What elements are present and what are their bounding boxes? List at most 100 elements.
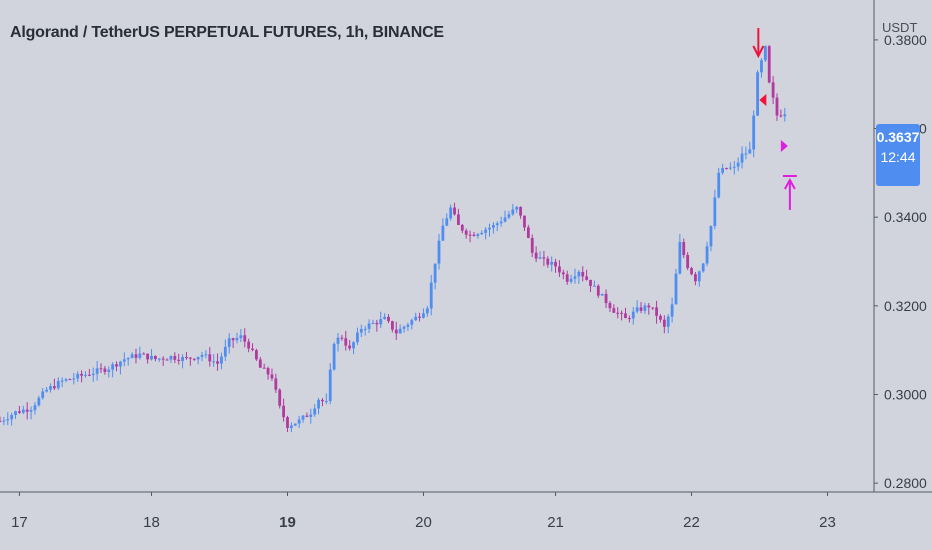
candle-body [538,257,542,259]
candle [68,378,72,381]
candle-body [398,328,402,334]
candle [247,338,251,353]
candle [499,216,503,227]
candle [744,146,748,160]
candle-body [523,215,526,228]
candle-body [624,313,627,319]
candle-body [472,234,476,236]
candle-body [779,115,783,117]
candle-body [301,415,305,420]
y-tick-label: 0.3200 [884,298,927,314]
last-price-value: 0.3637 [876,129,920,145]
candle-body [33,405,37,411]
candle-body [573,276,577,279]
candle-body [480,232,484,235]
candle [495,221,499,232]
candle-body [45,389,49,392]
candle [666,314,670,334]
candle [293,423,297,427]
candle [655,300,658,324]
candle-body [0,421,2,423]
candle [445,213,449,227]
candle [324,393,328,405]
candle-body [52,386,56,389]
candle [0,416,2,423]
candle [581,266,585,282]
candle-body [491,224,495,228]
candle [33,401,37,415]
candle-body [305,415,309,417]
candle-body [115,364,118,367]
candle-body [324,400,328,402]
candle-body [336,337,340,344]
candle-body [608,303,612,309]
candle-body [328,369,332,401]
buy-flag-icon [780,140,788,152]
candle-body [616,312,620,314]
candle [266,366,270,380]
candle [441,218,445,241]
candle-body [37,397,41,406]
candle [488,223,491,237]
candle-body [375,322,379,325]
candle-body [309,414,313,417]
candle [41,387,45,400]
candle [546,256,550,268]
candle-body [293,423,297,426]
candle-body [740,153,744,163]
candle [169,355,173,363]
candle [84,371,87,378]
candle-body [425,308,429,314]
candle-body [169,356,173,360]
candle-body [6,419,10,421]
candle [756,70,759,116]
candle [37,395,41,407]
candle-body [91,373,95,376]
candle [472,231,476,237]
candle-body [60,380,64,382]
candle-body [495,223,499,225]
x-tick-label: 18 [143,514,160,531]
candle [49,383,52,393]
candle [212,354,216,367]
candle-body [674,273,678,305]
candle [760,58,763,78]
candle-body [317,399,320,409]
candle-body [95,368,99,374]
candle-body [344,338,348,346]
candle-countdown: 12:44 [880,149,916,165]
candle [398,324,402,334]
candle-body [414,316,418,321]
candle-body [200,354,204,357]
candle [686,252,690,271]
candle [200,351,204,362]
candle [779,109,783,118]
candle-body [725,168,728,170]
candle-body [589,279,592,286]
candle-body [208,354,212,362]
candle-body [41,391,45,398]
candle [340,334,344,341]
candle-body [460,224,464,231]
x-tick-label: 20 [415,514,432,531]
candle-body [204,354,208,356]
candle-body [499,221,503,224]
candle-body [192,358,196,360]
candle [476,233,480,239]
candle [173,352,177,364]
candle-body [449,207,453,219]
candle [150,349,153,361]
candle-body [433,263,437,283]
candle [64,378,68,383]
x-tick-label: 22 [683,514,700,531]
candle-body [756,72,759,116]
candle [111,362,115,378]
candle-body [484,229,488,233]
candle [192,358,196,361]
candle [682,238,686,259]
candle [119,360,122,375]
candle [596,284,600,298]
candle-body [767,46,771,83]
